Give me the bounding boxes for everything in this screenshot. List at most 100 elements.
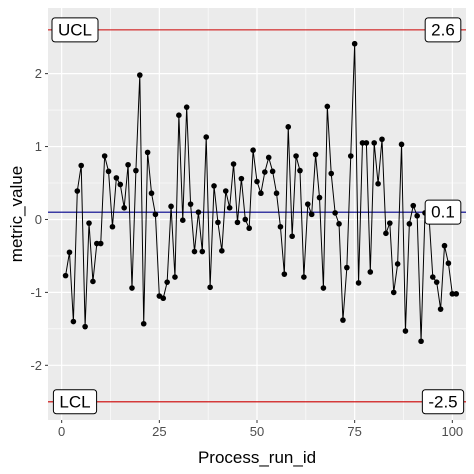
data-point <box>90 278 96 285</box>
data-point <box>324 103 331 110</box>
data-point <box>265 154 272 161</box>
data-point <box>211 183 217 189</box>
data-point <box>433 279 440 285</box>
data-point <box>269 168 276 175</box>
data-point <box>383 230 389 237</box>
y-tick-label: 0 <box>35 212 42 227</box>
data-point <box>387 220 393 226</box>
x-axis-title: Process_run_id <box>198 448 316 467</box>
data-point <box>179 217 186 223</box>
data-point <box>86 220 92 226</box>
data-point <box>140 320 147 327</box>
data-point <box>289 233 295 240</box>
label-ucl-value: 2.6 <box>424 17 462 43</box>
data-point <box>148 190 155 197</box>
data-point <box>94 240 100 247</box>
data-point <box>398 141 405 148</box>
label-mean-value: 0.1 <box>424 199 462 225</box>
x-tick-label: 50 <box>250 424 264 439</box>
data-point <box>183 104 190 110</box>
label-lcl-value: -2.5 <box>421 389 465 415</box>
y-tick-label: -2 <box>30 358 42 373</box>
data-point <box>207 284 213 291</box>
data-point <box>293 153 299 159</box>
data-point <box>191 248 198 255</box>
data-point <box>410 202 417 209</box>
data-point <box>230 161 237 167</box>
data-point <box>344 264 350 271</box>
reference-labels: UCL LCL 2.6 0.1 -2.5 <box>51 17 465 415</box>
data-point <box>297 167 303 174</box>
data-point <box>379 136 385 143</box>
data-point <box>336 221 342 227</box>
x-tick-label: 25 <box>152 424 166 439</box>
data-point <box>129 285 135 291</box>
data-point <box>172 274 178 280</box>
data-point <box>66 249 73 256</box>
data-point <box>429 274 436 280</box>
data-point <box>164 279 170 285</box>
x-tick-label: 100 <box>441 424 463 439</box>
x-tick-label: 75 <box>347 424 361 439</box>
data-point <box>453 291 460 297</box>
data-point <box>277 223 284 230</box>
grid-lines <box>48 8 466 420</box>
y-tick-label: -1 <box>30 285 42 300</box>
data-point <box>168 203 174 210</box>
data-point <box>441 242 448 249</box>
data-point <box>262 169 268 175</box>
label-ucl: UCL <box>51 17 99 43</box>
data-point <box>312 151 319 158</box>
data-point <box>121 205 127 211</box>
data-point <box>320 285 327 291</box>
data-series <box>62 40 460 345</box>
data-point <box>359 140 366 146</box>
data-point <box>390 289 397 296</box>
data-point <box>308 211 315 218</box>
data-point <box>234 219 241 226</box>
data-point <box>117 181 124 188</box>
data-point <box>328 170 335 177</box>
data-point <box>402 328 409 334</box>
data-point <box>316 194 323 201</box>
data-point <box>340 317 346 323</box>
label-ucl-text: UCL <box>58 20 92 39</box>
label-ucl-value-text: 2.6 <box>431 20 455 39</box>
data-point <box>332 210 338 216</box>
data-point <box>219 248 225 254</box>
data-point <box>367 269 374 275</box>
data-point <box>246 225 252 232</box>
data-point <box>449 291 456 297</box>
data-point <box>418 338 424 345</box>
y-tick-label: 2 <box>35 66 42 81</box>
data-point <box>242 216 249 223</box>
data-point <box>301 274 307 280</box>
data-point <box>137 72 143 78</box>
data-point <box>133 167 139 174</box>
data-point <box>195 209 202 215</box>
label-lcl-value-text: -2.5 <box>428 392 457 411</box>
data-point <box>414 213 420 219</box>
data-point <box>160 295 167 302</box>
data-point <box>113 175 120 181</box>
data-point <box>101 153 108 159</box>
data-point <box>254 178 260 185</box>
data-point <box>285 124 292 130</box>
y-axis-ticks: -2 -1 0 1 2 <box>30 66 48 373</box>
data-point <box>258 190 264 197</box>
label-mean-value-text: 0.1 <box>431 203 455 222</box>
data-point <box>355 280 362 286</box>
data-point <box>62 272 69 279</box>
data-point <box>176 112 182 118</box>
y-axis-title: metric_value <box>7 166 26 262</box>
y-tick-label: 1 <box>35 139 42 154</box>
data-point <box>226 205 233 211</box>
data-point <box>406 221 413 227</box>
data-point <box>199 248 206 255</box>
data-point <box>394 261 401 267</box>
data-point <box>304 201 311 207</box>
data-point <box>375 180 381 187</box>
data-point <box>82 323 88 330</box>
data-point <box>78 162 85 169</box>
